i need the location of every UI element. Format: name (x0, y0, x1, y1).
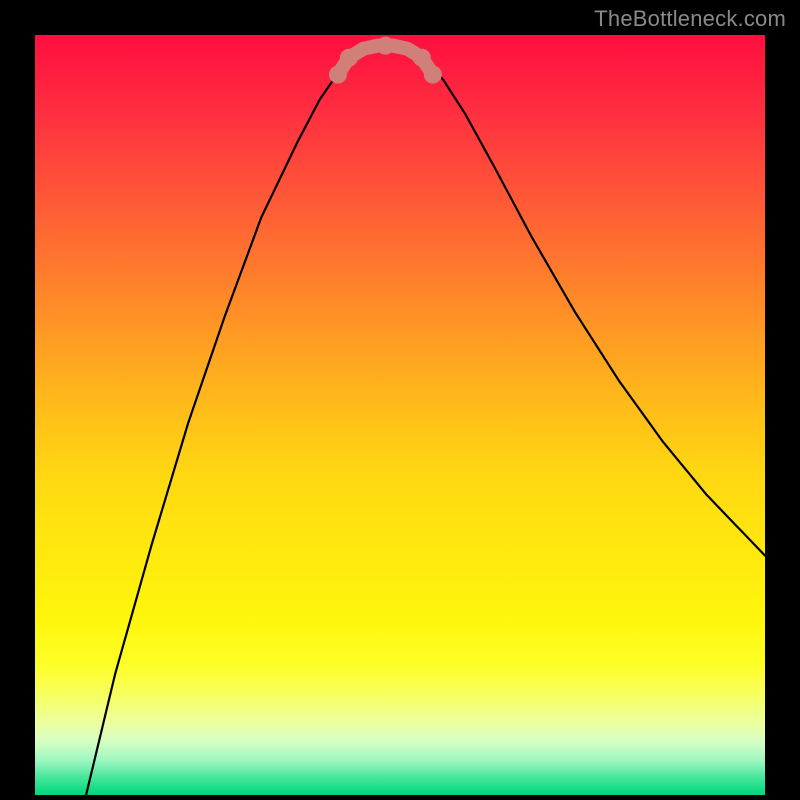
overlay-dot (329, 66, 347, 84)
plot-area (35, 35, 765, 795)
overlay-dot (413, 49, 431, 67)
overlay-dot (376, 37, 394, 55)
chart-frame: TheBottleneck.com (0, 0, 800, 800)
watermark-text: TheBottleneck.com (594, 6, 786, 32)
overlay-dot (424, 66, 442, 84)
overlay-dot (340, 49, 358, 67)
gradient-background (35, 35, 765, 795)
bottleneck-curve-chart (35, 35, 765, 795)
